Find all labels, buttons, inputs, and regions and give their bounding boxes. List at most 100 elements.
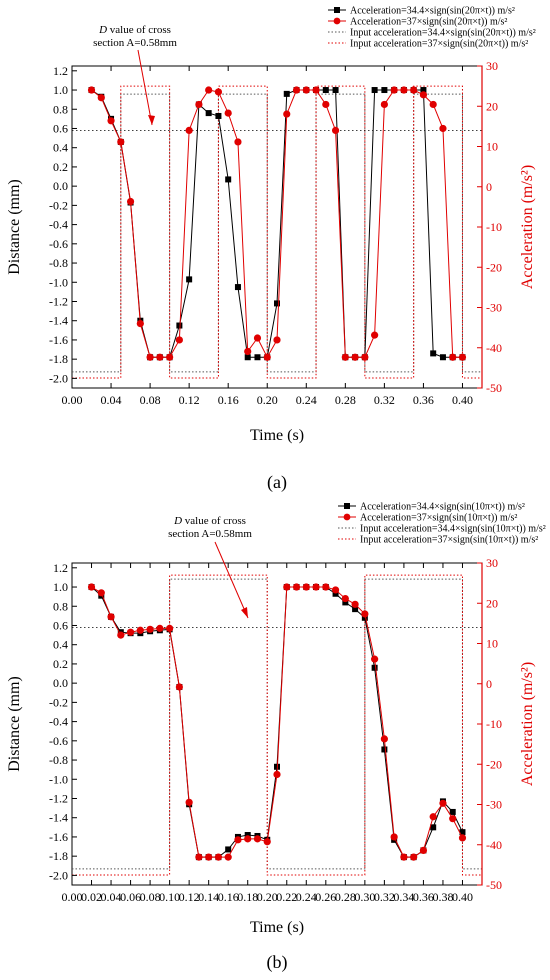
data-point-circle [136,320,144,328]
legend-label: Input acceleration=37×sign(sin(20π×t)) m… [350,39,528,50]
y-tick-label: -0.6 [49,734,68,748]
x-tick-label: 0.38 [432,890,453,904]
data-point-square [371,87,378,94]
data-point-circle [292,86,301,94]
input-acceleration-line [72,574,482,876]
data-point-circle [234,138,242,146]
y-tick-label: -1.4 [49,811,68,825]
y2-axis-label: Acceleration (m/s²) [519,662,536,786]
data-point-circle [263,838,271,846]
y2-tick-label: 20 [486,99,498,113]
y2-tick-label: -20 [486,260,502,274]
y-tick-label: 0.2 [53,160,68,174]
data-point-circle [390,833,398,841]
data-point-circle [195,853,203,861]
y-tick-label: 0.4 [53,141,68,155]
data-point-circle [205,853,213,861]
y-tick-label: 0.2 [53,657,68,671]
data-point-circle [175,683,183,691]
x-tick-label: 0.40 [452,890,473,904]
y2-tick-label: 30 [486,556,498,570]
y-tick-label: -0.8 [49,256,68,270]
data-point-circle [224,109,232,117]
data-point-circle [126,197,135,206]
y-tick-label: 1.2 [53,561,68,575]
data-point-circle [449,815,457,823]
y2-tick-label: -30 [486,301,502,315]
x-tick-label: 0.06 [120,890,141,904]
y2-tick-label: 0 [486,677,492,691]
response-series [87,583,467,861]
annotation: D value of cross section A=0.58mm [93,24,177,126]
data-point-circle [244,347,252,356]
data-point-circle [107,613,115,621]
legend-label: Acceleration=34.4×sign(sin(10π×t)) m/s² [360,502,525,513]
data-point-circle [126,628,135,636]
y-tick-label: -1.4 [49,314,68,328]
data-point-square [283,90,290,97]
data-point-circle [185,798,193,806]
legend: Acceleration=34.4×sign(sin(10π×t)) m/s²A… [338,502,546,546]
chart-panel-b: 0.000.020.040.060.080.100.120.140.160.18… [6,502,546,974]
y-tick-label: -1.6 [49,830,68,844]
data-point-square [332,87,339,94]
x-tick-label: 0.12 [179,393,200,407]
data-point-circle [380,735,388,743]
data-point-circle [439,799,447,807]
data-point-circle [273,336,281,344]
input-acceleration-lines [72,574,482,876]
annotation-line-2: section A=0.58mm [168,528,252,540]
data-point-circle [253,835,262,843]
data-point-circle [361,353,369,361]
x-axis-ticks: 0.000.020.040.060.080.100.120.140.160.18… [62,563,473,904]
panel-label: (a) [267,472,287,493]
x-axis-label: Time (s) [250,427,304,444]
data-point-circle [458,834,467,842]
y-tick-label: -0.2 [49,198,68,212]
data-point-circle [410,853,418,861]
legend: Acceleration=34.4×sign(sin(20π×t)) m/s²A… [328,6,536,50]
data-point-square [215,112,222,119]
x-tick-label: 0.12 [179,890,200,904]
y-tick-label: -2.0 [49,371,68,385]
legend-label: Acceleration=37×sign(sin(20π×t)) m/s² [350,17,507,28]
data-point-circle [419,846,428,854]
data-point-circle [400,853,408,861]
y-tick-label: 1.2 [53,64,68,78]
data-point-circle [175,336,183,344]
response-series [87,86,467,361]
data-point-circle [195,100,203,109]
legend-marker-square [344,503,350,509]
x-tick-label: 0.04 [101,393,122,407]
y-tick-label: 1.0 [53,83,68,97]
y2-axis-ticks: 30 20 10 0 -10 -20 -30 -40 -50 [477,556,502,892]
annotation-line-1: D value of cross [98,24,171,36]
y2-tick-label: 10 [486,637,498,651]
y2-tick-label: -40 [486,341,502,355]
y-tick-label: 0.0 [53,676,68,690]
data-point-circle [263,353,271,361]
data-point-circle [410,86,418,94]
data-point-circle [312,583,320,591]
data-point-square [381,87,388,94]
data-point-square [332,590,339,597]
x-tick-label: 0.24 [296,890,317,904]
data-point-circle [351,600,359,608]
plot-frame [71,562,483,886]
legend-label: Input acceleration=37×sign(sin(10π×t)) m… [360,535,538,546]
x-tick-label: 0.20 [257,890,278,904]
y-tick-label: -0.6 [49,237,68,251]
data-point-circle [156,353,164,361]
data-point-square [430,824,437,831]
data-point-circle [341,353,349,361]
data-point-circle [449,353,457,361]
data-point-circle [205,86,213,94]
data-point-circle [107,117,115,125]
annotation-line-2: section A=0.58mm [93,37,177,49]
data-point-circle [273,770,281,779]
data-point-circle [371,331,379,339]
data-point-circle [312,86,320,94]
y-tick-label: 0.6 [53,121,68,135]
y2-tick-label: 10 [486,140,498,154]
